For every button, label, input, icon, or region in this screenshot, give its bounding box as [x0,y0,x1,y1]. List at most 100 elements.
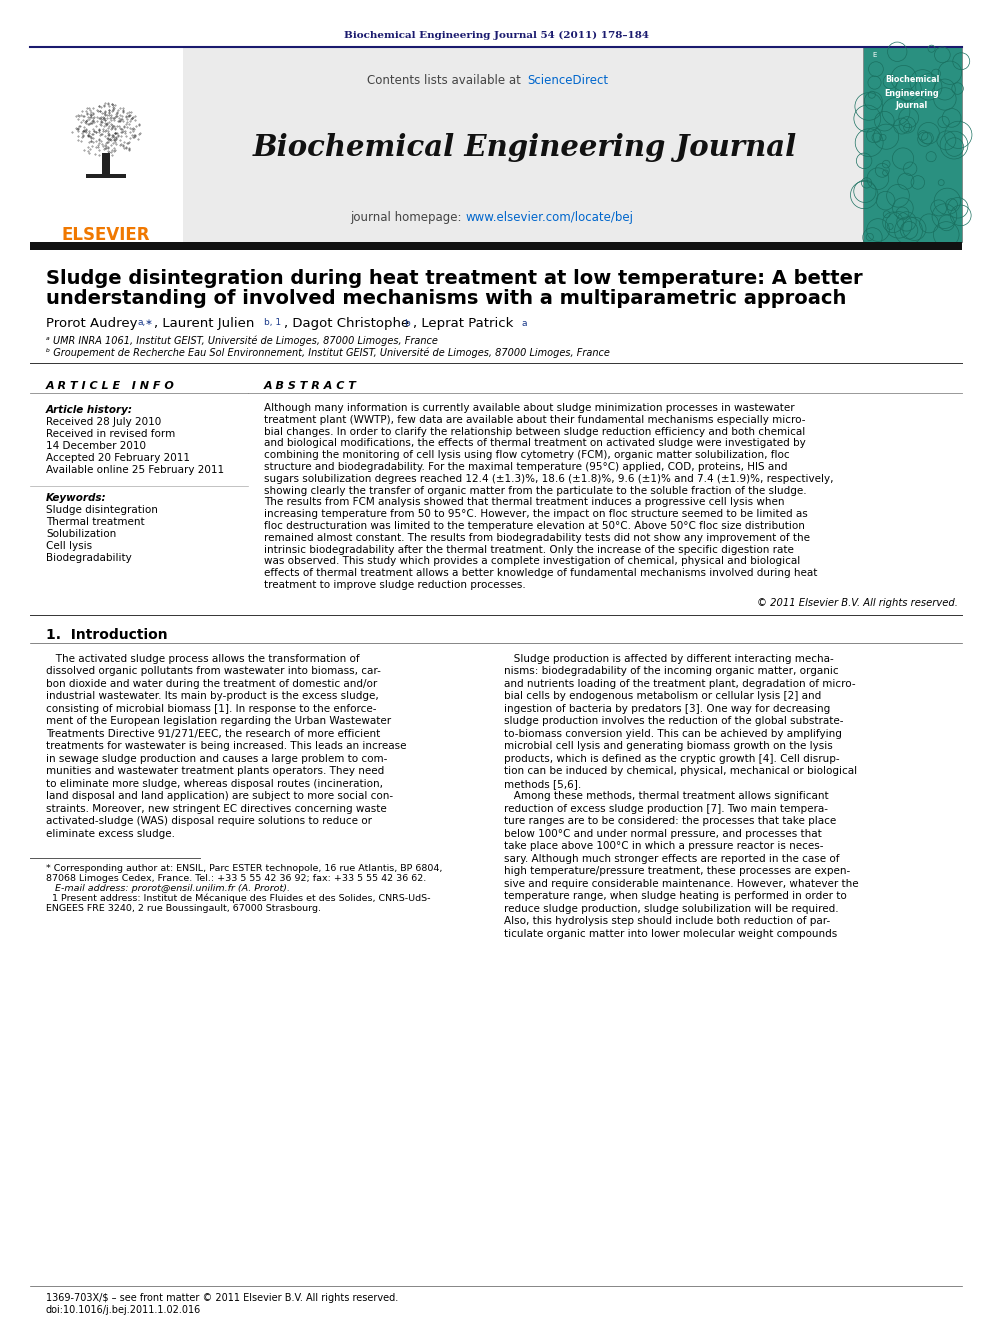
Text: bial changes. In order to clarify the relationship between sludge reduction effi: bial changes. In order to clarify the re… [264,426,806,437]
Text: reduction of excess sludge production [7]. Two main tempera-: reduction of excess sludge production [7… [504,804,828,814]
Text: 14 December 2010: 14 December 2010 [46,441,146,451]
Bar [30,242,962,250]
Text: methods [5,6].: methods [5,6]. [504,779,581,789]
Text: treatments for wastewater is being increased. This leads an increase: treatments for wastewater is being incre… [46,741,407,751]
Text: sary. Although much stronger effects are reported in the case of: sary. Although much stronger effects are… [504,853,839,864]
Text: The results from FCM analysis showed that thermal treatment induces a progressiv: The results from FCM analysis showed tha… [264,497,785,508]
Text: combining the monitoring of cell lysis using flow cytometry (FCM), organic matte: combining the monitoring of cell lysis u… [264,450,790,460]
Text: straints. Moreover, new stringent EC directives concerning waste: straints. Moreover, new stringent EC dir… [46,804,387,814]
Text: Sludge disintegration during heat treatment at low temperature: A better: Sludge disintegration during heat treatm… [46,269,863,287]
Text: nisms: biodegradability of the incoming organic matter, organic: nisms: biodegradability of the incoming … [504,667,838,676]
Text: was observed. This study which provides a complete investigation of chemical, ph: was observed. This study which provides … [264,557,801,566]
Text: Keywords:: Keywords: [46,493,106,503]
Text: land disposal and land application) are subject to more social con-: land disposal and land application) are … [46,791,393,802]
Text: b: b [404,319,410,328]
Bar [30,48,183,242]
Text: Sludge production is affected by different interacting mecha-: Sludge production is affected by differe… [504,654,833,664]
Bar [183,48,863,242]
Text: floc destructuration was limited to the temperature elevation at 50°C. Above 50°: floc destructuration was limited to the … [264,521,805,531]
Text: take place above 100°C in which a pressure reactor is neces-: take place above 100°C in which a pressu… [504,841,823,851]
Text: Received in revised form: Received in revised form [46,429,176,439]
Text: remained almost constant. The results from biodegradability tests did not show a: remained almost constant. The results fr… [264,533,810,542]
Text: 1 Present address: Institut de Mécanique des Fluides et des Solides, CNRS-UdS-: 1 Present address: Institut de Mécanique… [46,893,431,904]
Text: ᵃ UMR INRA 1061, Institut GEIST, Université de Limoges, 87000 Limoges, France: ᵃ UMR INRA 1061, Institut GEIST, Univers… [46,336,437,347]
Text: Thermal treatment: Thermal treatment [46,517,145,527]
Text: ᵇ Groupement de Recherche Eau Sol Environnement, Institut GEIST, Université de L: ᵇ Groupement de Recherche Eau Sol Enviro… [46,348,610,359]
Text: products, which is defined as the cryptic growth [4]. Cell disrup-: products, which is defined as the crypti… [504,754,839,763]
Text: , Laurent Julien: , Laurent Julien [154,316,254,329]
Text: doi:10.1016/j.bej.2011.1.02.016: doi:10.1016/j.bej.2011.1.02.016 [46,1304,201,1315]
Text: , Dagot Christophe: , Dagot Christophe [284,316,410,329]
Text: Engineering: Engineering [885,89,939,98]
Text: reduce sludge production, sludge solubilization will be required.: reduce sludge production, sludge solubil… [504,904,838,914]
Text: Treatments Directive 91/271/EEC, the research of more efficient: Treatments Directive 91/271/EEC, the res… [46,729,380,738]
Text: Cell lysis: Cell lysis [46,541,92,550]
Text: showing clearly the transfer of organic matter from the particulate to the solub: showing clearly the transfer of organic … [264,486,806,496]
Text: and biological modifications, the effects of thermal treatment on activated slud: and biological modifications, the effect… [264,438,806,448]
Text: sive and require considerable maintenance. However, whatever the: sive and require considerable maintenanc… [504,878,859,889]
Text: bial cells by endogenous metabolism or cellular lysis [2] and: bial cells by endogenous metabolism or c… [504,692,821,701]
Text: b, 1: b, 1 [264,319,281,328]
Text: ment of the European legislation regarding the Urban Wastewater: ment of the European legislation regardi… [46,716,391,726]
Text: © 2011 Elsevier B.V. All rights reserved.: © 2011 Elsevier B.V. All rights reserved… [757,598,958,607]
Text: microbial cell lysis and generating biomass growth on the lysis: microbial cell lysis and generating biom… [504,741,832,751]
Text: Also, this hydrolysis step should include both reduction of par-: Also, this hydrolysis step should includ… [504,917,830,926]
Text: eliminate excess sludge.: eliminate excess sludge. [46,828,175,839]
Text: Article history:: Article history: [46,405,133,415]
Text: in sewage sludge production and causes a large problem to com-: in sewage sludge production and causes a… [46,754,387,763]
Text: understanding of involved mechanisms with a multiparametric approach: understanding of involved mechanisms wit… [46,288,846,307]
Text: treatment plant (WWTP), few data are available about their fundamental mechanism: treatment plant (WWTP), few data are ava… [264,415,806,425]
Text: Biodegradability: Biodegradability [46,553,132,564]
Text: high temperature/pressure treatment, these processes are expen-: high temperature/pressure treatment, the… [504,867,850,876]
Text: ture ranges are to be considered: the processes that take place: ture ranges are to be considered: the pr… [504,816,836,827]
Text: Prorot Audrey: Prorot Audrey [46,316,138,329]
Bar [86,175,126,179]
Text: * Corresponding author at: ENSIL, Parc ESTER technopole, 16 rue Atlantis, BP 680: * Corresponding author at: ENSIL, Parc E… [46,864,442,873]
Text: treatment to improve sludge reduction processes.: treatment to improve sludge reduction pr… [264,579,526,590]
Text: industrial wastewater. Its main by-product is the excess sludge,: industrial wastewater. Its main by-produ… [46,692,379,701]
Text: Sludge disintegration: Sludge disintegration [46,505,158,515]
Text: effects of thermal treatment allows a better knowledge of fundamental mechanisms: effects of thermal treatment allows a be… [264,568,817,578]
Text: E: E [872,52,876,58]
Text: Received 28 July 2010: Received 28 July 2010 [46,417,162,427]
Text: Journal: Journal [896,102,929,111]
Text: sludge production involves the reduction of the global substrate-: sludge production involves the reduction… [504,716,843,726]
Text: Accepted 20 February 2011: Accepted 20 February 2011 [46,452,190,463]
Text: to eliminate more sludge, whereas disposal routes (incineration,: to eliminate more sludge, whereas dispos… [46,779,383,789]
Text: A R T I C L E   I N F O: A R T I C L E I N F O [46,381,175,392]
Text: ELSEVIER: ELSEVIER [62,226,150,243]
Text: dissolved organic pollutants from wastewater into biomass, car-: dissolved organic pollutants from wastew… [46,667,381,676]
Text: Biochemical Engineering Journal 54 (2011) 178–184: Biochemical Engineering Journal 54 (2011… [343,30,649,40]
Text: bon dioxide and water during the treatment of domestic and/or: bon dioxide and water during the treatme… [46,679,377,689]
Text: a,∗: a,∗ [137,319,153,328]
Text: to-biomass conversion yield. This can be achieved by amplifying: to-biomass conversion yield. This can be… [504,729,842,738]
Bar [863,48,962,242]
Text: munities and wastewater treatment plants operators. They need: munities and wastewater treatment plants… [46,766,384,777]
Text: The activated sludge process allows the transformation of: The activated sludge process allows the … [46,654,360,664]
Text: 1.  Introduction: 1. Introduction [46,628,168,642]
Text: E-mail address: prorot@ensil.unilim.fr (A. Prorot).: E-mail address: prorot@ensil.unilim.fr (… [46,884,290,893]
Text: 1369-703X/$ – see front matter © 2011 Elsevier B.V. All rights reserved.: 1369-703X/$ – see front matter © 2011 El… [46,1293,398,1303]
Text: below 100°C and under normal pressure, and processes that: below 100°C and under normal pressure, a… [504,828,821,839]
Text: tion can be induced by chemical, physical, mechanical or biological: tion can be induced by chemical, physica… [504,766,857,777]
Text: ScienceDirect: ScienceDirect [527,74,608,86]
Text: Among these methods, thermal treatment allows significant: Among these methods, thermal treatment a… [504,791,828,802]
Text: www.elsevier.com/locate/bej: www.elsevier.com/locate/bej [466,212,634,225]
Text: journal homepage:: journal homepage: [350,212,465,225]
Text: a: a [522,319,528,328]
Text: Contents lists available at: Contents lists available at [367,74,525,86]
Text: and nutrients loading of the treatment plant, degradation of micro-: and nutrients loading of the treatment p… [504,679,856,689]
Text: Biochemical: Biochemical [885,75,939,85]
Text: activated-sludge (WAS) disposal require solutions to reduce or: activated-sludge (WAS) disposal require … [46,816,372,827]
Text: ticulate organic matter into lower molecular weight compounds: ticulate organic matter into lower molec… [504,929,837,939]
Text: structure and biodegradability. For the maximal temperature (95°C) applied, COD,: structure and biodegradability. For the … [264,462,788,472]
Text: Solubilization: Solubilization [46,529,116,538]
Text: sugars solubilization degrees reached 12.4 (±1.3)%, 18.6 (±1.8)%, 9.6 (±1)% and : sugars solubilization degrees reached 12… [264,474,833,484]
Text: , Leprat Patrick: , Leprat Patrick [413,316,514,329]
Text: 87068 Limoges Cedex, France. Tel.: +33 5 55 42 36 92; fax: +33 5 55 42 36 62.: 87068 Limoges Cedex, France. Tel.: +33 5… [46,873,427,882]
Text: Biochemical Engineering Journal: Biochemical Engineering Journal [253,134,798,163]
Text: ENGEES FRE 3240, 2 rue Boussingault, 67000 Strasbourg.: ENGEES FRE 3240, 2 rue Boussingault, 670… [46,904,321,913]
Text: Available online 25 February 2011: Available online 25 February 2011 [46,464,224,475]
Text: ingestion of bacteria by predators [3]. One way for decreasing: ingestion of bacteria by predators [3]. … [504,704,830,714]
Text: Although many information is currently available about sludge minimization proce: Although many information is currently a… [264,404,795,413]
